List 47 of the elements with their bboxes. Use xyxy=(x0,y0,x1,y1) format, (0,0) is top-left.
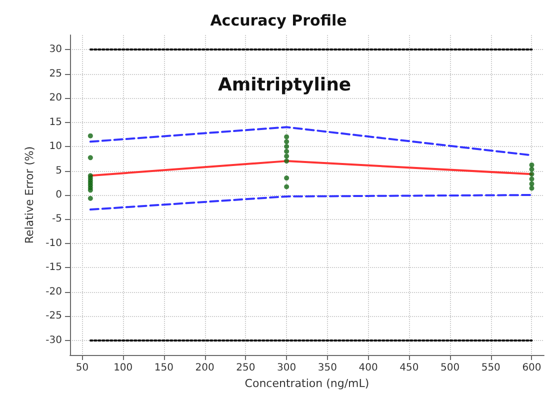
x-tick-label: 100 xyxy=(114,362,133,374)
x-tick-label: 250 xyxy=(236,362,256,374)
point xyxy=(529,172,534,177)
x-tick-label: 600 xyxy=(522,362,542,374)
x-tick-label: 300 xyxy=(277,362,296,374)
y-tick-label: -5 xyxy=(52,214,62,225)
y-tick-label: -25 xyxy=(46,310,62,322)
x-tick-label: 550 xyxy=(481,362,500,374)
x-tick-label: 350 xyxy=(318,362,337,374)
point xyxy=(284,176,290,181)
x-tick-label: 450 xyxy=(400,362,419,374)
y-axis-title: Relative Error (%) xyxy=(22,146,36,244)
y-tick-label: 15 xyxy=(49,116,62,128)
point xyxy=(284,148,290,154)
point xyxy=(284,154,290,159)
x-tick-label: 500 xyxy=(440,362,460,374)
y-tick-label: -20 xyxy=(46,286,62,298)
chart-title: Accuracy Profile xyxy=(210,12,347,30)
point xyxy=(88,155,93,160)
y-tick-label: -15 xyxy=(46,262,62,274)
y-tick-label: 5 xyxy=(56,165,62,176)
y-tick-label: 10 xyxy=(49,141,62,152)
point xyxy=(529,181,534,186)
y-tick-label: -10 xyxy=(46,238,62,249)
point xyxy=(284,184,290,190)
point xyxy=(88,196,93,201)
point xyxy=(88,133,93,138)
x-tick-label: 50 xyxy=(76,362,89,374)
point xyxy=(88,188,93,193)
y-tick-label: 20 xyxy=(49,92,62,104)
y-tick-label: 0 xyxy=(56,190,62,200)
x-tick-label: 400 xyxy=(358,362,378,374)
y-tick-label: 25 xyxy=(49,68,62,80)
point xyxy=(529,176,534,182)
point xyxy=(284,144,290,150)
point xyxy=(284,158,290,164)
point xyxy=(529,166,534,172)
y-tick-label: -30 xyxy=(46,334,62,346)
annotation: Amitriptyline xyxy=(218,74,352,96)
x-tick-label: 200 xyxy=(195,362,214,374)
point xyxy=(529,186,534,191)
point xyxy=(284,139,290,144)
y-tick-label: 30 xyxy=(49,44,62,56)
point xyxy=(529,162,534,168)
x-axis-title: Concentration (ng/mL) xyxy=(244,376,370,390)
point xyxy=(284,134,290,140)
x-tick-label: 150 xyxy=(154,362,174,374)
